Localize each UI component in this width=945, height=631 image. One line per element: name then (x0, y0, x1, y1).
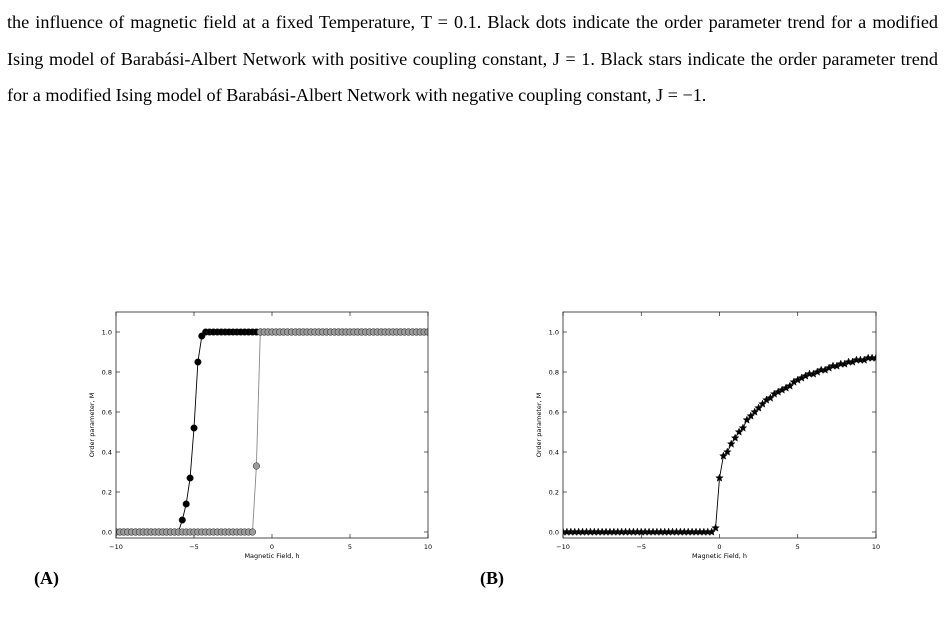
panel-label: (B) (480, 568, 504, 589)
y-tick-label: 0.0 (102, 528, 112, 536)
series-line (116, 331, 428, 533)
y-tick-label: 0.6 (102, 408, 112, 416)
data-point (715, 473, 724, 482)
x-tick-label: −10 (556, 543, 570, 551)
y-tick-label: 0.2 (102, 488, 112, 496)
plot-frame (562, 311, 877, 539)
data-point (252, 462, 260, 470)
x-tick-label: −5 (636, 543, 646, 551)
data-point (190, 424, 198, 432)
data-point (726, 439, 736, 448)
x-axis-label: Magnetic Field, h (244, 552, 299, 560)
panel-label: (A) (34, 568, 59, 589)
x-tick-label: −10 (109, 543, 123, 551)
y-tick-label: 0.0 (549, 528, 559, 536)
x-tick-label: −5 (189, 543, 199, 551)
y-tick-label: 0.4 (549, 448, 559, 456)
y-axis-label: Order parameter, M (88, 393, 96, 458)
plot-area (563, 353, 876, 536)
x-tick-label: 5 (348, 543, 352, 551)
data-point (871, 353, 876, 362)
data-point (248, 528, 257, 536)
x-tick-label: 0 (717, 543, 721, 551)
y-tick-label: 0.8 (102, 368, 112, 376)
y-tick-label: 0.2 (549, 488, 559, 496)
x-tick-label: 5 (796, 543, 800, 551)
y-axis-label: Order parameter, M (535, 393, 543, 458)
x-tick-label: 10 (424, 543, 432, 551)
series-line (116, 331, 428, 533)
data-point (186, 474, 194, 482)
x-tick-label: 0 (270, 543, 274, 551)
data-point (711, 523, 721, 532)
plot-frame (115, 311, 429, 539)
y-tick-label: 1.0 (549, 328, 559, 336)
data-point (722, 447, 732, 456)
data-point (194, 358, 202, 366)
data-point (182, 500, 190, 508)
series-line (563, 357, 876, 533)
y-tick-label: 1.0 (102, 328, 112, 336)
x-axis-label: Magnetic Field, h (692, 552, 747, 560)
data-point (424, 328, 428, 336)
data-point (738, 423, 748, 432)
x-tick-label: 10 (872, 543, 880, 551)
y-tick-label: 0.8 (549, 368, 559, 376)
data-point (730, 433, 740, 442)
y-tick-label: 0.6 (549, 408, 559, 416)
y-tick-label: 0.4 (102, 448, 112, 456)
plot-area (116, 328, 428, 536)
caption-text: the influence of magnetic field at a fix… (7, 12, 938, 105)
data-point (178, 516, 186, 524)
